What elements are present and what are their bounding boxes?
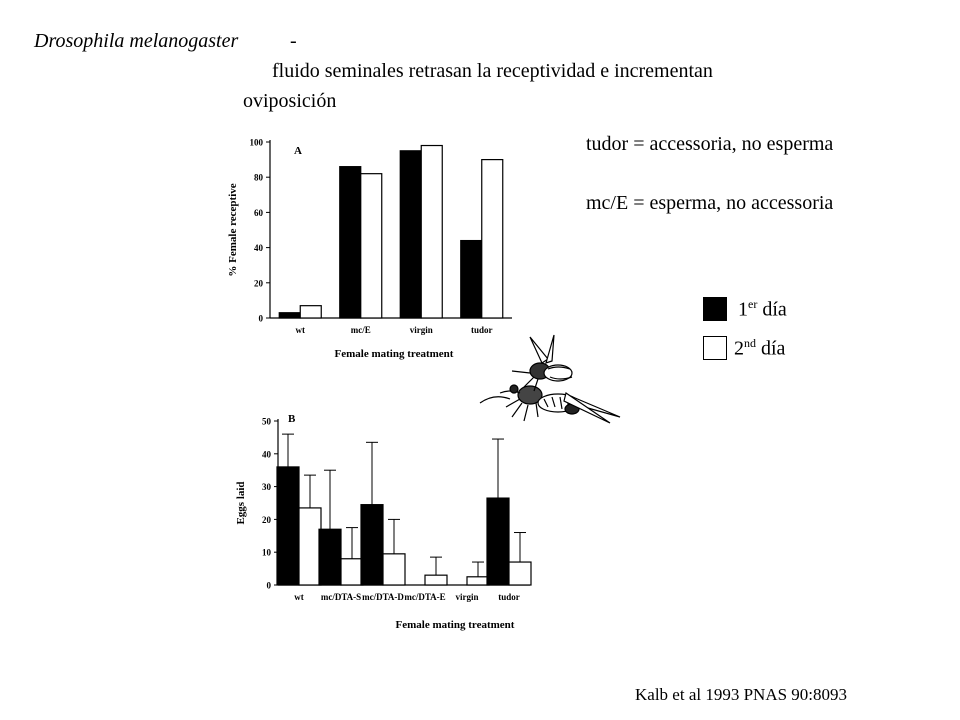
note-tudor: tudor = accessoria, no esperma [586,133,834,155]
x-tick-label: virgin [455,592,478,602]
bar-day2 [420,144,443,319]
species-dash: - [290,30,297,52]
bar-day2 [298,507,322,586]
x-tick-label: mc/DTA-E [404,592,445,602]
x-tick-label: wt [294,592,304,602]
chart-a: 0 20 40 60 80 100 wt mc/E virgin tudor A % Female r… [227,138,512,360]
x-axis-label: Female mating treatment [335,348,454,360]
bar-day2 [360,173,383,319]
bar-day1 [399,150,422,319]
bar-day1 [276,466,300,586]
y-tick-label: 40 [254,243,264,253]
y-tick-label: 100 [250,138,264,148]
bar-day2 [299,305,322,319]
subtitle-line-1: fluido seminales retrasan la receptivida… [272,60,713,82]
y-tick-label: 60 [254,208,264,218]
x-tick-label: mc/DTA-S [321,592,361,602]
y-tick-label: 50 [262,417,272,427]
bar-day1 [278,312,301,319]
y-tick-label: 10 [262,548,272,558]
chart-b: 0 10 20 30 40 50 wt mc/DTA-S mc/DTA-D mc/DTA-E vir… [235,413,532,631]
y-tick-label: 40 [262,449,272,459]
legend-day1-label: 1er día [738,297,787,321]
bar-day1 [360,504,384,586]
panel-label: B [288,413,296,425]
subtitle-line-2: oviposición [243,90,337,112]
bar-day1 [318,528,342,586]
bar-day2 [508,561,532,586]
bar-day1 [486,497,510,586]
legend-day2-swatch [703,336,727,360]
y-tick-label: 20 [262,515,272,525]
bar-day1 [460,239,483,319]
y-tick-label: 0 [267,581,272,591]
y-tick-label: 30 [262,482,272,492]
species-name: Drosophila melanogaster [34,30,239,52]
legend-day2-label: 2nd día [734,336,786,360]
y-axis-label: Eggs laid [235,481,247,524]
panel-label: A [294,145,302,157]
y-axis-label: % Female receptive [227,183,239,276]
bar-day2 [424,574,448,586]
y-tick-label: 0 [259,314,264,324]
x-axis-label: Female mating treatment [396,619,515,631]
x-tick-label: tudor [471,325,493,335]
bar-day2 [340,558,364,586]
fly-illustration [479,334,621,424]
bar-day2 [466,576,490,586]
x-tick-label: mc/E [351,325,371,335]
bar-day1 [339,166,362,319]
y-tick-label: 80 [254,173,264,183]
x-tick-label: tudor [498,592,520,602]
y-tick-label: 20 [254,278,264,288]
legend-day1-swatch [703,297,727,321]
note-mce: mc/E = esperma, no accessoria [586,192,834,214]
x-tick-label: wt [296,325,306,335]
citation: Kalb et al 1993 PNAS 90:8093 [635,685,848,704]
x-tick-label: mc/DTA-D [362,592,404,602]
x-tick-label: virgin [410,325,433,335]
bar-day2 [481,159,504,319]
bar-day2 [382,553,406,586]
